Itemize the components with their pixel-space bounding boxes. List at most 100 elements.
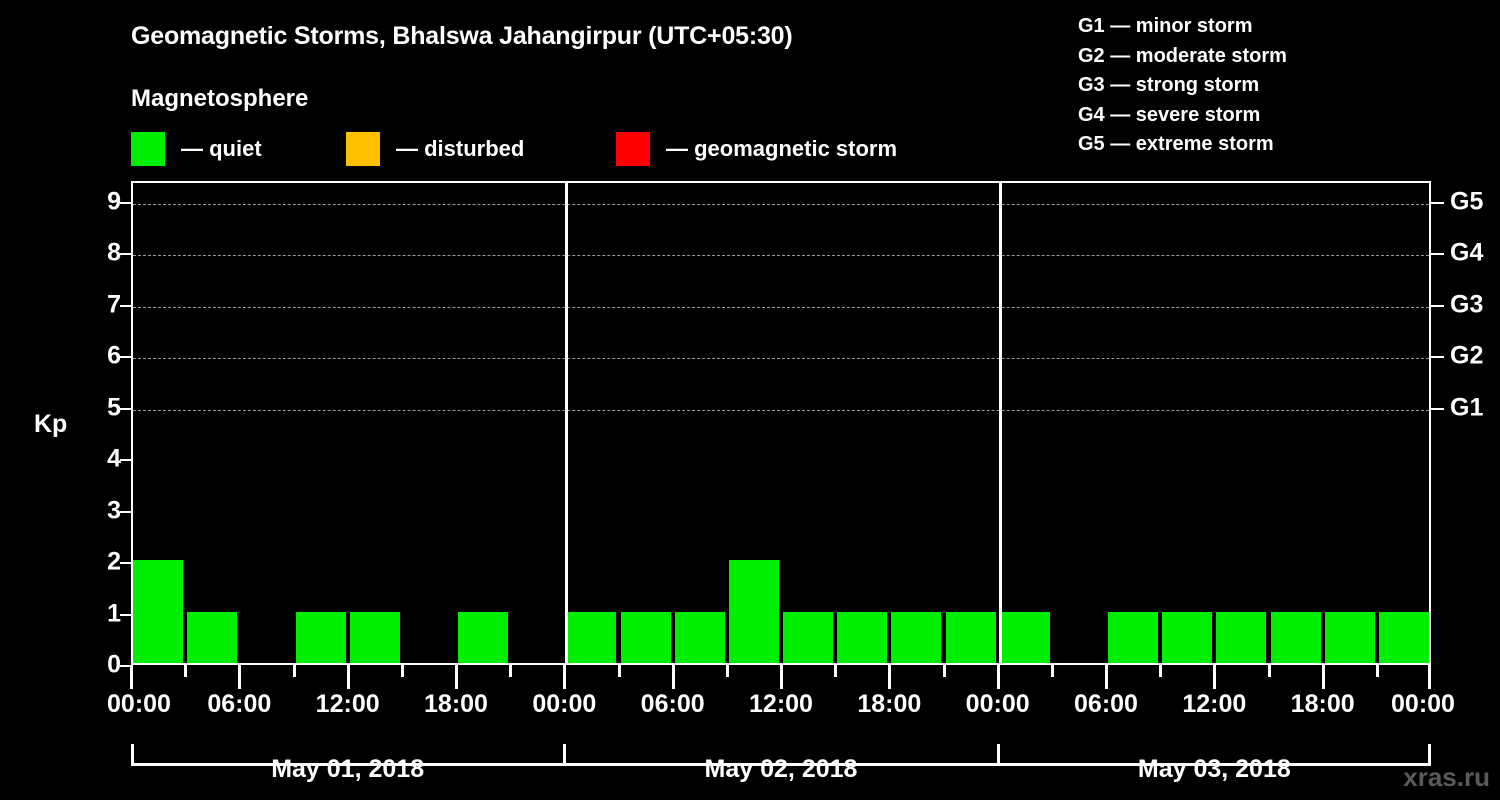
g-scale-tick-mark — [1431, 356, 1444, 359]
day-divider — [998, 183, 1002, 663]
x-tick-minor — [942, 665, 946, 677]
kp-bar — [187, 611, 238, 663]
x-tick-minor — [725, 665, 729, 677]
y-tick-label: 6 — [107, 341, 121, 370]
y-tick-mark — [120, 253, 131, 256]
x-tick-minor — [834, 665, 838, 677]
x-tick-minor — [400, 665, 404, 677]
g-scale-legend-item: G2 — moderate storm — [1078, 44, 1287, 67]
x-tick-label: 18:00 — [424, 690, 488, 718]
g-scale-tick-label: G1 — [1450, 393, 1484, 422]
plot-inner — [133, 183, 1429, 663]
x-tick-minor — [1159, 665, 1163, 677]
y-tick-label: 0 — [107, 650, 121, 679]
x-tick-label: 12:00 — [749, 690, 813, 718]
date-bracket-end — [131, 744, 134, 764]
g-scale-legend-item: G1 — minor storm — [1078, 15, 1253, 37]
y-tick-mark — [120, 304, 131, 307]
y-tick-mark — [120, 562, 131, 565]
gridline — [133, 203, 1429, 205]
x-tick-major — [238, 665, 242, 689]
y-axis-title: Kp — [34, 410, 68, 438]
x-tick-label: 06:00 — [1074, 690, 1138, 718]
date-separator — [563, 744, 567, 764]
x-tick-minor — [292, 665, 296, 677]
day-divider — [565, 183, 569, 663]
x-tick-label: 18:00 — [857, 690, 922, 718]
date-bracket-end — [1428, 744, 1431, 764]
legend-color-swatch — [131, 132, 165, 166]
x-tick-minor — [1375, 665, 1379, 677]
x-tick-major — [1105, 665, 1108, 689]
x-tick-label: 00:00 — [532, 690, 597, 718]
y-tick-mark — [120, 356, 131, 359]
y-axis-ticks — [120, 181, 131, 667]
kp-bar — [1216, 611, 1267, 663]
x-tick-label: 18:00 — [1290, 690, 1355, 718]
kp-bar — [566, 611, 617, 663]
gridline — [133, 306, 1429, 308]
g-scale-legend: G1 — minor storm G2 — moderate storm G3 … — [1078, 12, 1287, 160]
x-tick-label: 12:00 — [1182, 690, 1247, 718]
g-scale-tick-label: G2 — [1450, 341, 1484, 370]
kp-bar — [295, 611, 346, 663]
kp-bar — [728, 560, 779, 663]
gridline — [133, 409, 1429, 411]
x-tick-minor — [1050, 665, 1054, 677]
kp-bar — [620, 611, 671, 663]
g-scale-tick-mark — [1431, 201, 1444, 204]
g-scale-tick-label: G3 — [1450, 290, 1484, 319]
x-tick-major — [671, 665, 675, 689]
kp-bar — [458, 611, 509, 663]
site-watermark: xras.ru — [1403, 762, 1490, 792]
legend-entry: — quiet — [131, 132, 262, 166]
y-tick-label: 7 — [107, 290, 121, 319]
y-tick-mark — [120, 665, 131, 667]
kp-bar — [1270, 611, 1321, 663]
y-axis-labels: 0 1 2 3 4 5 6 7 8 9 — [61, 181, 121, 678]
legend-entry-label: — geomagnetic storm — [666, 136, 898, 161]
x-tick-minor — [509, 665, 513, 677]
x-tick-major — [888, 665, 892, 689]
x-tick-major — [1428, 665, 1431, 689]
x-tick-label: 00:00 — [107, 690, 171, 718]
kp-bar — [1108, 611, 1159, 663]
legend-entry-label: — quiet — [181, 136, 262, 161]
x-tick-major — [455, 665, 458, 689]
legend-entry: — disturbed — [346, 132, 524, 166]
y-tick-label: 1 — [107, 599, 121, 627]
kp-bar — [783, 611, 834, 663]
x-tick-label: 12:00 — [315, 690, 380, 718]
g-scale-legend-item: G3 — strong storm — [1078, 74, 1260, 96]
y-tick-label: 2 — [107, 547, 121, 576]
g-scale-tick-mark — [1431, 253, 1444, 256]
y-tick-mark — [120, 459, 131, 462]
kp-bar — [1162, 611, 1213, 663]
legend-entry-label: — disturbed — [396, 136, 525, 161]
y-tick-label: 9 — [107, 187, 121, 216]
x-tick-minor — [1267, 665, 1271, 677]
y-tick-label: 3 — [107, 496, 121, 525]
g-scale-axis-labels: G1 G2 G3 G4 G5 — [1434, 181, 1500, 665]
legend-color-swatch — [616, 132, 650, 166]
y-tick-mark — [120, 201, 131, 204]
date-separator — [996, 744, 1000, 764]
date-label: May 01, 2018 — [271, 755, 425, 783]
gridline — [133, 255, 1429, 257]
y-tick-mark — [120, 613, 131, 616]
kp-bar — [133, 560, 184, 663]
kp-bar — [1324, 611, 1375, 663]
x-tick-minor — [184, 665, 188, 677]
x-tick-label: 00:00 — [1391, 690, 1455, 718]
x-tick-major — [1321, 665, 1325, 689]
plot-area — [131, 181, 1431, 665]
legend-color-swatch — [346, 132, 380, 166]
y-tick-label: 8 — [107, 238, 121, 267]
x-tick-minor — [617, 665, 621, 677]
x-tick-major — [996, 665, 1000, 689]
y-tick-mark — [120, 510, 131, 513]
page-title: Geomagnetic Storms, Bhalswa Jahangirpur … — [131, 22, 793, 50]
date-label: May 02, 2018 — [704, 755, 858, 783]
kp-bar — [891, 611, 942, 663]
